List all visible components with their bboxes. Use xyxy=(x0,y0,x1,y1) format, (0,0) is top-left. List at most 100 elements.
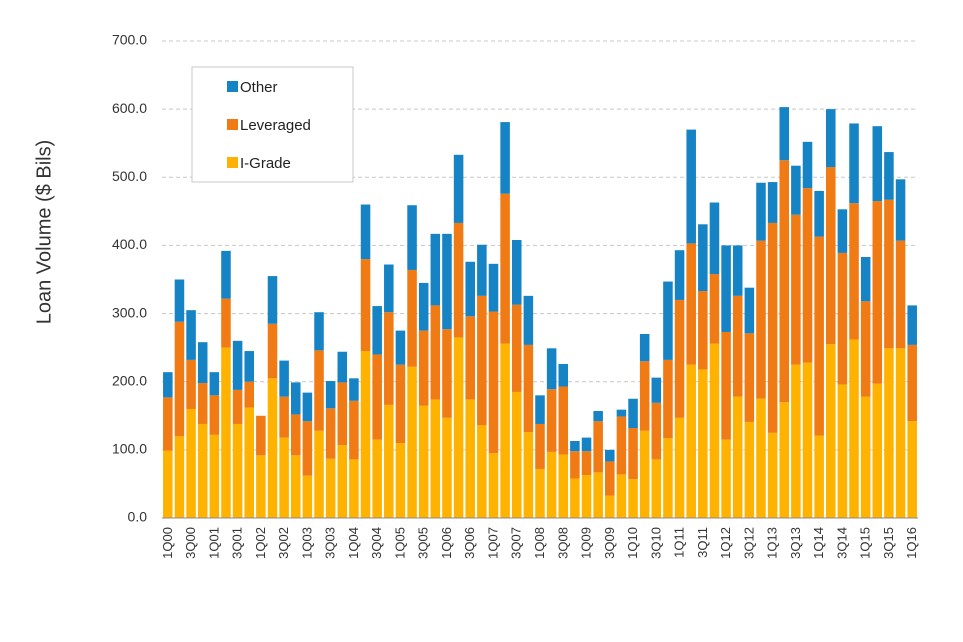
bar-i-grade-2q01 xyxy=(221,347,231,518)
bar-leveraged-4q04 xyxy=(384,312,394,405)
bar-leveraged-1q02 xyxy=(256,415,266,456)
bar-leveraged-3q14 xyxy=(837,252,848,385)
bar-leveraged-3q13 xyxy=(791,214,801,365)
bar-other-4q11 xyxy=(709,202,720,275)
bar-leveraged-3q04 xyxy=(372,354,382,440)
bar-leveraged-4q05 xyxy=(430,305,441,400)
bar-leveraged-1q01 xyxy=(209,395,220,435)
bar-other-4q04 xyxy=(384,264,394,313)
bar-other-4q03 xyxy=(337,351,348,383)
legend-label-leveraged: Leveraged xyxy=(240,117,311,134)
bar-leveraged-4q14 xyxy=(849,203,859,340)
legend-box xyxy=(191,66,354,183)
bar-i-grade-4q15 xyxy=(895,348,906,518)
x-tick-label: 3Q12 xyxy=(741,527,756,559)
bar-leveraged-1q00 xyxy=(163,397,173,451)
bar-other-1q12 xyxy=(721,245,731,332)
bar-other-2q00 xyxy=(174,279,185,322)
bar-other-3q02 xyxy=(279,360,289,397)
bar-i-grade-3q06 xyxy=(465,399,475,518)
bar-leveraged-1q13 xyxy=(767,222,778,433)
bar-leveraged-3q09 xyxy=(605,461,615,496)
bar-i-grade-3q08 xyxy=(558,454,569,518)
bar-other-2q09 xyxy=(593,411,603,422)
bar-leveraged-4q15 xyxy=(895,240,906,349)
x-tick-label: 1Q05 xyxy=(392,527,407,559)
y-axis-ticks: 0.0 100.0 200.0 300.0 400.0 500.0 600.0 700.0 xyxy=(112,32,147,525)
bar-leveraged-4q09 xyxy=(616,416,627,475)
bar-other-4q01 xyxy=(244,351,254,382)
y-axis-title: Loan Volume ($ Bils) xyxy=(33,140,55,325)
bar-i-grade-1q08 xyxy=(535,468,545,518)
bar-other-4q00 xyxy=(197,342,208,384)
bar-i-grade-4q08 xyxy=(570,478,580,518)
bar-leveraged-1q04 xyxy=(349,400,359,460)
x-tick-label: 3Q07 xyxy=(509,527,524,559)
bar-other-2q03 xyxy=(314,312,324,351)
bar-other-3q11 xyxy=(698,224,708,292)
bar-other-3q09 xyxy=(605,449,615,462)
bar-i-grade-3q01 xyxy=(232,423,243,518)
bar-i-grade-1q06 xyxy=(442,417,452,518)
bar-other-2q08 xyxy=(546,348,557,390)
bar-other-4q08 xyxy=(570,441,580,452)
bar-i-grade-4q00 xyxy=(197,423,208,518)
bar-leveraged-2q14 xyxy=(826,167,836,345)
bar-leveraged-4q02 xyxy=(290,414,301,456)
x-tick-label: 3Q04 xyxy=(369,527,384,559)
bar-leveraged-2q06 xyxy=(453,222,464,338)
bar-other-3q10 xyxy=(651,377,662,403)
bar-other-1q16 xyxy=(907,305,917,345)
y-tick-label: 0.0 xyxy=(128,509,148,525)
bar-leveraged-4q10 xyxy=(663,359,673,439)
bar-leveraged-2q15 xyxy=(872,201,883,384)
bar-other-2q15 xyxy=(872,126,883,202)
bar-leveraged-3q08 xyxy=(558,386,569,455)
x-tick-label: 3Q02 xyxy=(276,527,291,559)
x-tick-label: 3Q06 xyxy=(462,527,477,559)
bar-other-2q11 xyxy=(686,129,696,244)
bar-i-grade-3q07 xyxy=(511,391,522,518)
bar-leveraged-4q00 xyxy=(197,383,208,424)
bar-other-1q13 xyxy=(767,182,778,223)
x-tick-label: 1Q01 xyxy=(206,527,221,559)
bar-i-grade-3q11 xyxy=(698,369,708,518)
legend-swatch-leveraged xyxy=(227,119,238,130)
bar-i-grade-1q00 xyxy=(163,450,173,518)
bar-other-1q04 xyxy=(349,378,359,401)
bar-i-grade-4q03 xyxy=(337,445,348,518)
legend-swatch-i-grade xyxy=(227,157,238,168)
bars xyxy=(163,107,917,518)
bar-i-grade-3q14 xyxy=(837,384,848,518)
y-tick-label: 500.0 xyxy=(112,168,147,184)
bar-i-grade-2q08 xyxy=(546,451,557,518)
bar-leveraged-1q05 xyxy=(395,364,406,444)
bar-other-3q06 xyxy=(465,261,475,317)
bar-leveraged-4q08 xyxy=(570,451,580,479)
bar-leveraged-1q12 xyxy=(721,331,731,440)
bar-i-grade-2q15 xyxy=(872,383,883,518)
bar-leveraged-1q06 xyxy=(442,329,452,418)
x-tick-label: 3Q13 xyxy=(788,527,803,559)
bar-i-grade-1q12 xyxy=(721,439,731,518)
bar-leveraged-3q07 xyxy=(511,304,522,392)
bar-other-2q06 xyxy=(453,154,464,223)
bar-other-3q04 xyxy=(372,306,382,355)
bar-leveraged-1q14 xyxy=(814,236,824,436)
bar-leveraged-2q11 xyxy=(686,243,696,365)
bar-other-4q15 xyxy=(895,179,906,241)
bar-i-grade-3q12 xyxy=(744,421,755,518)
bar-other-2q13 xyxy=(779,107,790,161)
bar-i-grade-4q02 xyxy=(290,455,301,518)
bar-other-1q00 xyxy=(163,372,173,398)
bar-other-4q07 xyxy=(523,295,534,345)
bar-i-grade-4q12 xyxy=(756,398,766,518)
bar-i-grade-2q12 xyxy=(732,396,743,518)
x-tick-label: 3Q08 xyxy=(555,527,570,559)
bar-other-1q07 xyxy=(488,263,499,312)
bar-leveraged-3q15 xyxy=(884,199,894,349)
bar-other-1q01 xyxy=(209,372,220,396)
bar-leveraged-3q12 xyxy=(744,333,755,422)
bar-other-2q10 xyxy=(639,334,650,362)
bar-leveraged-2q12 xyxy=(732,295,743,397)
